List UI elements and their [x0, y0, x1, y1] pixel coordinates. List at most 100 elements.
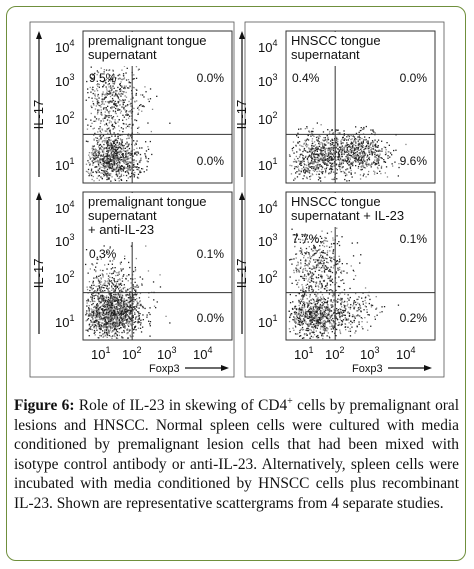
panel-label-background	[288, 32, 434, 66]
data-point	[135, 119, 138, 122]
data-point	[93, 313, 95, 315]
data-point	[96, 166, 98, 168]
data-point	[128, 329, 130, 331]
data-point	[96, 304, 98, 306]
data-point	[102, 108, 105, 110]
data-point	[339, 169, 341, 171]
data-point	[99, 328, 101, 331]
data-point	[297, 317, 300, 320]
data-point	[366, 144, 368, 147]
data-point	[298, 299, 300, 302]
data-point	[357, 159, 359, 161]
data-point	[298, 173, 300, 175]
data-point	[374, 161, 376, 164]
data-point	[96, 316, 98, 319]
data-point	[361, 168, 363, 171]
data-point	[327, 164, 329, 166]
data-point	[300, 311, 302, 314]
data-point	[315, 321, 318, 323]
data-point	[114, 316, 116, 318]
data-point	[322, 147, 324, 149]
data-point	[309, 267, 312, 270]
data-point	[96, 84, 98, 86]
data-point	[115, 330, 118, 332]
data-point	[108, 69, 110, 72]
data-point	[102, 154, 105, 156]
data-point	[108, 330, 110, 332]
data-point	[302, 328, 305, 331]
data-point	[113, 87, 115, 89]
data-point	[370, 147, 373, 149]
data-point	[89, 163, 91, 165]
data-point	[300, 171, 302, 173]
data-point	[139, 170, 141, 172]
data-point	[122, 154, 124, 156]
data-point	[331, 260, 333, 262]
data-point	[109, 313, 111, 315]
data-point	[375, 163, 378, 165]
data-point	[323, 303, 325, 305]
data-point	[338, 164, 340, 166]
data-point	[119, 307, 121, 310]
data-point	[139, 104, 141, 107]
data-point	[323, 310, 325, 313]
data-point	[95, 156, 97, 158]
data-point	[307, 169, 309, 171]
data-point	[324, 239, 326, 241]
data-point	[289, 276, 291, 278]
data-point	[327, 158, 329, 160]
data-point	[88, 305, 90, 307]
data-point	[107, 312, 109, 314]
data-point	[354, 154, 356, 156]
data-point	[121, 134, 123, 136]
data-point	[101, 155, 104, 157]
data-point	[297, 142, 299, 144]
data-point	[307, 167, 309, 169]
data-point	[112, 147, 114, 149]
data-point	[307, 303, 309, 305]
data-point	[315, 322, 317, 325]
data-point	[116, 95, 118, 97]
data-point	[105, 161, 107, 164]
y-axis-arrowhead	[239, 31, 245, 39]
data-point	[123, 85, 126, 87]
data-point	[137, 286, 139, 288]
data-point	[355, 132, 358, 135]
data-point	[113, 147, 115, 149]
data-point	[115, 103, 117, 105]
data-point	[88, 96, 90, 99]
data-point	[359, 162, 361, 164]
data-point	[312, 330, 314, 333]
data-point	[120, 143, 122, 145]
data-point	[108, 334, 111, 337]
data-point	[92, 282, 94, 284]
data-point	[115, 147, 117, 149]
data-point	[318, 142, 320, 145]
data-point	[133, 270, 135, 273]
data-point	[120, 110, 122, 112]
data-point	[109, 308, 112, 310]
data-point	[107, 150, 109, 152]
data-point	[109, 303, 111, 305]
data-point	[314, 248, 316, 250]
data-point	[300, 160, 302, 163]
data-point	[90, 325, 92, 328]
data-point	[110, 101, 112, 103]
data-point	[117, 102, 119, 104]
data-point	[296, 318, 298, 321]
data-point	[127, 322, 130, 324]
data-point	[106, 140, 108, 142]
data-point	[310, 308, 312, 310]
data-point	[137, 173, 140, 175]
data-point	[346, 301, 348, 303]
data-point	[127, 168, 129, 170]
data-point	[121, 141, 123, 144]
data-point	[98, 86, 100, 88]
data-point	[318, 249, 320, 251]
data-point	[307, 241, 309, 243]
data-point	[330, 140, 332, 142]
data-point	[116, 146, 118, 149]
data-point	[373, 141, 375, 143]
data-point	[120, 317, 122, 320]
